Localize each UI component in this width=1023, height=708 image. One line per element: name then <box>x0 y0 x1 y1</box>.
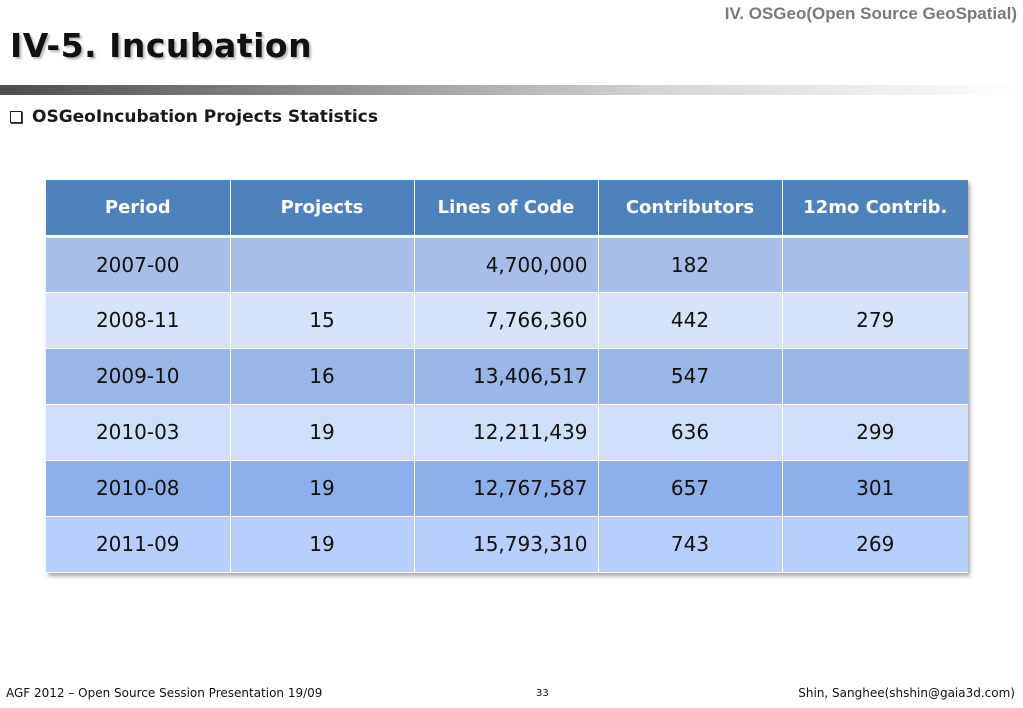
cell-lines-of-code: 12,767,587 <box>414 460 599 517</box>
cell-contributors: 636 <box>598 404 783 461</box>
cell-projects: 16 <box>230 348 415 405</box>
column-header-lines-of-code: Lines of Code <box>414 180 599 238</box>
cell-period: 2010-08 <box>46 460 231 517</box>
slide-title: IV-5. Incubation <box>10 26 313 65</box>
table-row: 2011-09 19 15,793,310 743 269 <box>46 516 968 573</box>
bullet-text: OSGeoIncubation Projects Statistics <box>32 107 378 127</box>
cell-12mo-contrib: 279 <box>782 292 968 349</box>
table-row: 2007-00 4,700,000 182 <box>46 236 968 293</box>
cell-12mo-contrib: 269 <box>782 516 968 573</box>
cell-projects <box>230 236 415 293</box>
footer-author: Shin, Sanghee(shshin@gaia3d.com) <box>798 686 1015 700</box>
column-header-contributors: Contributors <box>598 180 783 238</box>
cell-projects: 19 <box>230 516 415 573</box>
statistics-table: Period Projects Lines of Code Contributo… <box>46 180 968 573</box>
cell-contributors: 182 <box>598 236 783 293</box>
cell-projects: 19 <box>230 460 415 517</box>
table-row: 2009-10 16 13,406,517 547 <box>46 348 968 405</box>
table-row: 2010-03 19 12,211,439 636 299 <box>46 404 968 461</box>
cell-12mo-contrib <box>782 348 968 405</box>
column-header-projects: Projects <box>230 180 415 238</box>
section-header: IV. OSGeo(Open Source GeoSpatial) <box>724 4 1017 23</box>
table-header-row: Period Projects Lines of Code Contributo… <box>46 180 968 238</box>
cell-12mo-contrib: 301 <box>782 460 968 517</box>
cell-period: 2011-09 <box>46 516 231 573</box>
column-header-12mo-contrib: 12mo Contrib. <box>782 180 968 238</box>
title-divider <box>0 85 1023 95</box>
cell-lines-of-code: 7,766,360 <box>414 292 599 349</box>
checkbox-bullet-icon <box>10 111 22 123</box>
statistics-table-container: Period Projects Lines of Code Contributo… <box>46 180 968 573</box>
cell-contributors: 743 <box>598 516 783 573</box>
cell-lines-of-code: 4,700,000 <box>414 236 599 293</box>
cell-projects: 19 <box>230 404 415 461</box>
cell-period: 2007-00 <box>46 236 231 293</box>
column-header-period: Period <box>46 180 231 238</box>
cell-period: 2010-03 <box>46 404 231 461</box>
cell-lines-of-code: 13,406,517 <box>414 348 599 405</box>
cell-period: 2009-10 <box>46 348 231 405</box>
cell-contributors: 657 <box>598 460 783 517</box>
table-row: 2010-08 19 12,767,587 657 301 <box>46 460 968 517</box>
cell-lines-of-code: 15,793,310 <box>414 516 599 573</box>
cell-lines-of-code: 12,211,439 <box>414 404 599 461</box>
cell-12mo-contrib <box>782 236 968 293</box>
cell-12mo-contrib: 299 <box>782 404 968 461</box>
bullet-item: OSGeoIncubation Projects Statistics <box>10 107 378 127</box>
cell-projects: 15 <box>230 292 415 349</box>
footer-page-number: 33 <box>536 688 549 699</box>
cell-contributors: 547 <box>598 348 783 405</box>
cell-period: 2008-11 <box>46 292 231 349</box>
footer-presentation-info: AGF 2012 – Open Source Session Presentat… <box>6 686 323 700</box>
table-row: 2008-11 15 7,766,360 442 279 <box>46 292 968 349</box>
cell-contributors: 442 <box>598 292 783 349</box>
